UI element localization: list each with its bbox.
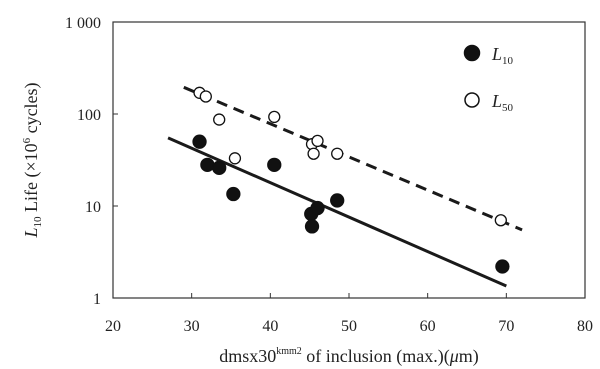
- trend-line-l50: [183, 85, 523, 232]
- y-axis-ticks: 1 10 100 1 000: [65, 15, 118, 308]
- point-l10: [267, 157, 282, 173]
- y-tick-label: 10: [85, 199, 101, 216]
- point-l10: [226, 186, 241, 202]
- point-l50: [213, 113, 226, 126]
- x-tick-label: 70: [498, 318, 514, 335]
- y-tick-label: 1 000: [65, 15, 101, 32]
- point-l10: [192, 134, 207, 149]
- point-l10: [330, 193, 345, 208]
- x-axis-title: dmsx30kmm2 of inclusion (max.)(μm): [219, 346, 479, 367]
- point-l10: [212, 160, 227, 175]
- point-l10: [310, 200, 325, 216]
- point-l10: [495, 259, 510, 274]
- point-l50: [311, 134, 324, 148]
- legend-label-l50: L50: [491, 91, 514, 114]
- point-l50: [307, 147, 320, 160]
- x-axis-ticks: 20 30 40 50 60 70 80: [105, 293, 593, 335]
- trend-lines: [167, 85, 523, 288]
- legend-marker-l50: [464, 92, 480, 108]
- point-l50: [228, 152, 242, 165]
- trend-line-l10: [167, 136, 507, 288]
- x-tick-label: 20: [105, 318, 121, 335]
- x-tick-label: 60: [420, 318, 436, 335]
- plot-frame: [112, 21, 586, 299]
- x-tick-label: 30: [184, 318, 200, 335]
- x-tick-label: 40: [262, 318, 278, 335]
- point-l10: [304, 219, 320, 234]
- point-l50: [331, 147, 344, 160]
- y-tick-label: 100: [77, 107, 101, 124]
- point-l50: [268, 110, 281, 124]
- x-tick-label: 50: [341, 318, 357, 335]
- point-l50: [199, 90, 212, 103]
- x-tick-label: 80: [577, 318, 593, 335]
- point-l10: [200, 157, 215, 173]
- legend-marker-l10: [463, 44, 481, 62]
- legend-label-l10: L10: [491, 44, 514, 67]
- y-axis-title: L10 Life (×106 cycles): [21, 82, 44, 238]
- legend: L10 L50: [463, 44, 514, 114]
- data-points: [192, 86, 510, 274]
- point-l50: [494, 214, 507, 227]
- y-tick-label: 1: [93, 291, 101, 308]
